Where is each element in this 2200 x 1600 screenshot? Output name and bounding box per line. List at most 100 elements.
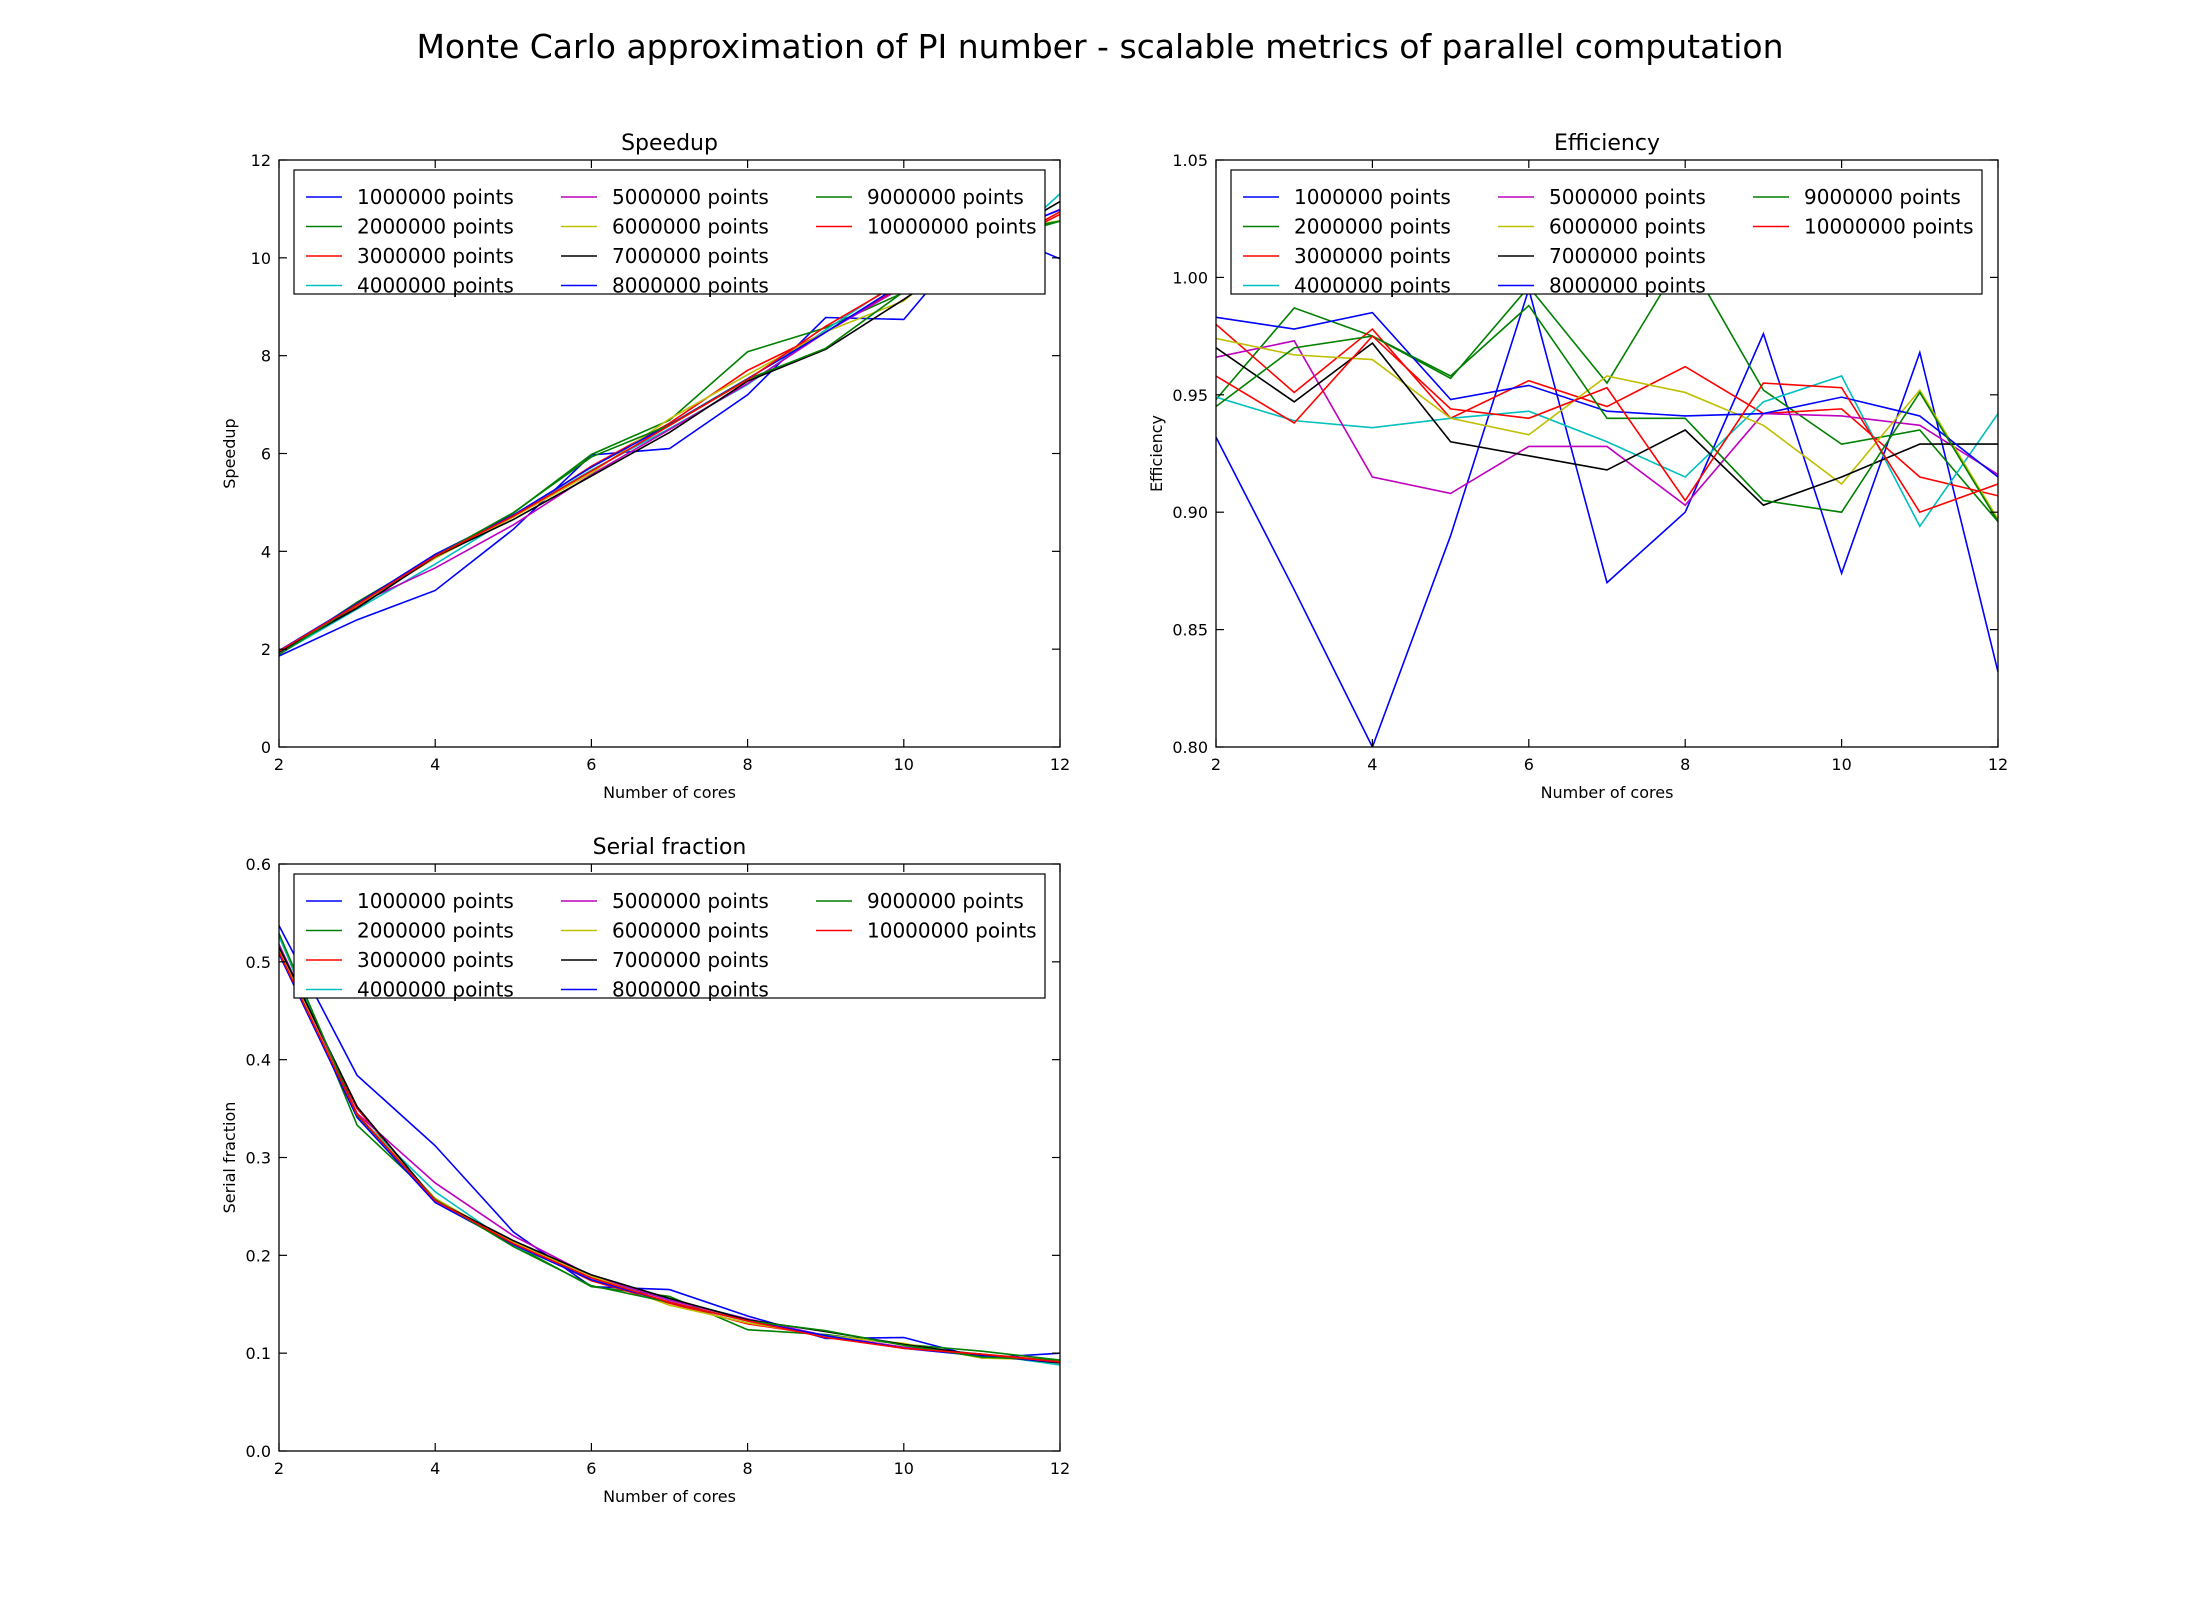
serial-fraction-ytick-label: 0.6 (246, 855, 271, 874)
speedup-xtick-label: 8 (743, 755, 753, 774)
speedup-ylabel: Speedup (220, 418, 239, 488)
speedup-xlabel: Number of cores (603, 783, 736, 802)
speedup-legend-label: 2000000 points (357, 215, 514, 239)
efficiency-legend-label: 7000000 points (1549, 244, 1706, 268)
efficiency-legend-label: 3000000 points (1294, 244, 1451, 268)
efficiency-ytick-label: 1.05 (1172, 151, 1208, 170)
speedup-xtick-label: 2 (274, 755, 284, 774)
speedup-xtick-label: 6 (586, 755, 596, 774)
efficiency-xtick-label: 2 (1211, 755, 1221, 774)
efficiency-ytick-label: 0.85 (1172, 621, 1208, 640)
serial-fraction-xlabel: Number of cores (603, 1487, 736, 1506)
serial-fraction-ytick-label: 0.1 (246, 1344, 271, 1363)
speedup-xtick-label: 12 (1050, 755, 1070, 774)
speedup-ytick-label: 2 (261, 640, 271, 659)
serial-fraction-series-line-10 (279, 951, 1060, 1363)
efficiency-chart: 2 4 6 8 10 12 0.80 0.85 0.90 0.95 1.00 1.05 Efficien… (1147, 131, 2008, 802)
efficiency-series-line-1 (1216, 286, 1998, 747)
speedup-legend-label: 8000000 points (612, 274, 769, 298)
serial-fraction-legend-label: 4000000 points (357, 978, 514, 1002)
efficiency-axes-frame (1215, 159, 1999, 748)
serial-fraction-ytick-label: 0.5 (246, 953, 271, 972)
serial-fraction-ytick-label: 0.2 (246, 1246, 271, 1265)
efficiency-legend-label: 4000000 points (1294, 274, 1451, 298)
efficiency-xtick-label: 4 (1367, 755, 1377, 774)
efficiency-series-line-4 (1216, 375, 1998, 528)
speedup-xtick-label: 4 (430, 755, 440, 774)
speedup-ytick-label: 4 (261, 542, 271, 561)
serial-fraction-ytick-label: 0.4 (246, 1051, 271, 1070)
efficiency-ytick-label: 0.80 (1172, 738, 1208, 757)
serial-fraction-chart: 2 4 6 8 10 12 0.0 0.1 0.2 0.3 0.4 0.5 0.6 Serial frac… (220, 835, 1070, 1506)
speedup-ytick-label: 10 (251, 249, 271, 268)
serial-fraction-legend: 1000000 points 2000000 points 3000000 poin… (293, 873, 1046, 1002)
serial-fraction-series-group (279, 925, 1060, 1366)
serial-fraction-legend-label: 7000000 points (612, 948, 769, 972)
efficiency-ylabel: Efficiency (1147, 415, 1166, 492)
speedup-ytick-label: 6 (261, 445, 271, 464)
efficiency-xtick-label: 8 (1680, 755, 1690, 774)
efficiency-series-line-5 (1216, 339, 1998, 507)
speedup-legend: 1000000 points 2000000 points 3000000 poin… (293, 169, 1046, 298)
serial-fraction-legend-label: 8000000 points (612, 978, 769, 1002)
efficiency-series-line-10 (1216, 334, 1998, 514)
efficiency-series-line-7 (1216, 342, 1998, 507)
efficiency-ytick-label: 0.90 (1172, 503, 1208, 522)
efficiency-xtick-label: 6 (1524, 755, 1534, 774)
speedup-legend-label: 1000000 points (357, 185, 514, 209)
serial-fraction-legend-label: 1000000 points (357, 889, 514, 913)
efficiency-xtick-label: 12 (1988, 755, 2008, 774)
efficiency-series-line-6 (1216, 337, 1998, 520)
efficiency-legend-label: 10000000 points (1804, 215, 1974, 239)
figure-title: Monte Carlo approximation of PI number -… (416, 27, 1783, 66)
efficiency-series-line-3 (1216, 323, 1998, 497)
efficiency-series-group (1216, 252, 1998, 747)
serial-fraction-xtick-label: 4 (430, 1459, 440, 1478)
efficiency-xlabel: Number of cores (1541, 783, 1674, 802)
serial-fraction-xtick-label: 12 (1050, 1459, 1070, 1478)
efficiency-legend-label: 8000000 points (1549, 274, 1706, 298)
serial-fraction-title: Serial fraction (593, 835, 747, 860)
efficiency-series-line-8 (1216, 311, 1998, 478)
efficiency-xtick-label: 10 (1831, 755, 1851, 774)
efficiency-series-line-2 (1216, 252, 1998, 523)
efficiency-ytick-label: 0.95 (1172, 386, 1208, 405)
speedup-legend-label: 9000000 points (867, 185, 1024, 209)
serial-fraction-ytick-label: 0.3 (246, 1149, 271, 1168)
serial-fraction-series-line-7 (279, 946, 1060, 1364)
speedup-legend-label: 3000000 points (357, 244, 514, 268)
serial-fraction-legend-label: 2000000 points (357, 919, 514, 943)
speedup-legend-label: 5000000 points (612, 185, 769, 209)
speedup-ytick-label: 8 (261, 347, 271, 366)
speedup-legend-box (293, 169, 1046, 295)
speedup-legend-label: 6000000 points (612, 215, 769, 239)
serial-fraction-xtick-label: 10 (894, 1459, 914, 1478)
serial-fraction-series-line-1 (279, 925, 1060, 1359)
serial-fraction-legend-label: 3000000 points (357, 948, 514, 972)
serial-fraction-xtick-label: 6 (586, 1459, 596, 1478)
speedup-legend-label: 4000000 points (357, 274, 514, 298)
serial-fraction-legend-label: 5000000 points (612, 889, 769, 913)
efficiency-legend: 1000000 points 2000000 points 3000000 poin… (1230, 169, 1983, 298)
speedup-ytick-label: 12 (251, 151, 271, 170)
efficiency-ytick-label: 1.00 (1172, 268, 1208, 287)
efficiency-series-line-9 (1216, 304, 1998, 523)
serial-fraction-ylabel: Serial fraction (220, 1102, 239, 1214)
efficiency-legend-label: 5000000 points (1549, 185, 1706, 209)
efficiency-legend-box (1230, 169, 1983, 295)
serial-fraction-legend-label: 10000000 points (867, 919, 1037, 943)
efficiency-legend-label: 9000000 points (1804, 185, 1961, 209)
serial-fraction-legend-label: 6000000 points (612, 919, 769, 943)
speedup-legend-label: 7000000 points (612, 244, 769, 268)
serial-fraction-xtick-label: 2 (274, 1459, 284, 1478)
serial-fraction-xtick-label: 8 (743, 1459, 753, 1478)
efficiency-legend-label: 1000000 points (1294, 185, 1451, 209)
serial-fraction-legend-box (293, 873, 1046, 999)
efficiency-legend-label: 2000000 points (1294, 215, 1451, 239)
speedup-ytick-label: 0 (261, 738, 271, 757)
speedup-xtick-label: 10 (894, 755, 914, 774)
speedup-legend-label: 10000000 points (867, 215, 1037, 239)
speedup-title: Speedup (621, 131, 718, 156)
